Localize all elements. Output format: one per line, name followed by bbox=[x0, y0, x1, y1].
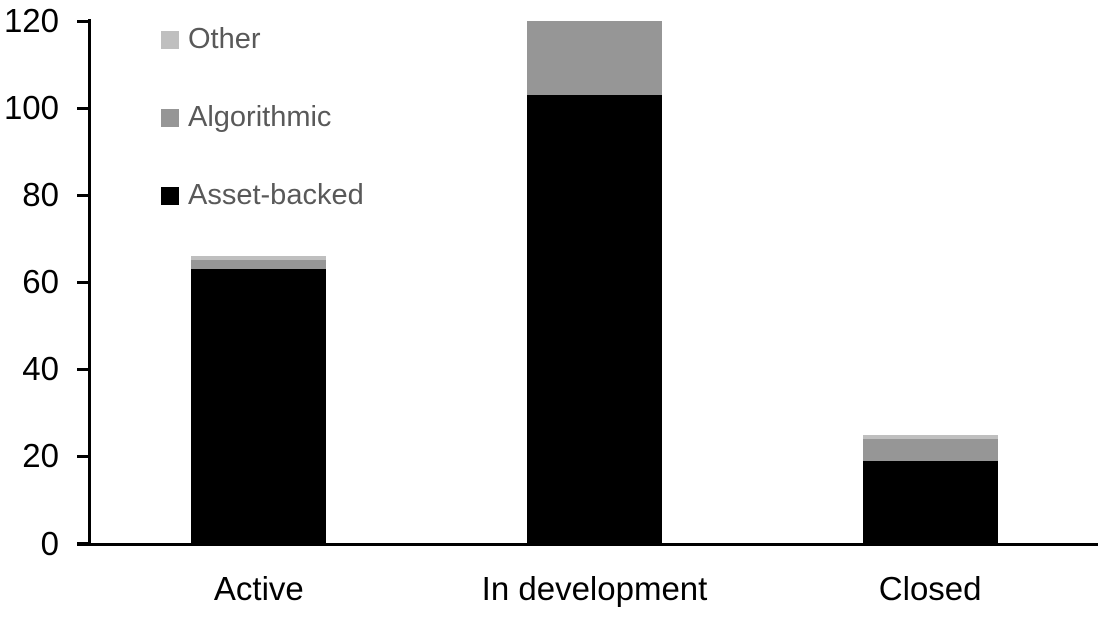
bar-segment-closed-other bbox=[862, 434, 998, 439]
y-tick-mark-100 bbox=[77, 106, 89, 110]
legend-swatch-algorithmic-icon bbox=[161, 108, 179, 127]
y-tick-mark-60 bbox=[77, 280, 89, 284]
y-tick-mark-0 bbox=[77, 542, 89, 545]
legend-label-other: Other bbox=[188, 23, 261, 55]
legend: Other Algorithmic Asset-backed bbox=[161, 25, 364, 210]
legend-item-asset-backed: Asset-backed bbox=[161, 181, 364, 210]
y-tick-label-40: 40 bbox=[22, 350, 59, 388]
legend-swatch-other-icon bbox=[161, 30, 179, 49]
y-axis-line bbox=[88, 19, 91, 546]
bar-segment-active-algorithmic bbox=[191, 260, 327, 270]
category-label-active: Active bbox=[213, 570, 304, 607]
legend-label-algorithmic: Algorithmic bbox=[188, 101, 332, 133]
y-tick-label-100: 100 bbox=[3, 89, 59, 127]
legend-swatch-asset-backed-icon bbox=[161, 186, 179, 205]
category-label-in-development: In development bbox=[481, 570, 708, 607]
y-tick-label-60: 60 bbox=[22, 263, 59, 301]
bar-segment-closed-algorithmic bbox=[862, 439, 998, 461]
y-tick-label-20: 20 bbox=[22, 437, 59, 475]
bar-segment-closed-asset-backed bbox=[862, 460, 998, 544]
x-axis-line bbox=[77, 543, 1098, 546]
y-tick-mark-120 bbox=[77, 19, 89, 23]
bar-segment-in-development-asset-backed bbox=[527, 95, 662, 544]
y-tick-mark-80 bbox=[77, 193, 89, 197]
legend-label-asset-backed: Asset-backed bbox=[188, 179, 364, 211]
legend-item-algorithmic: Algorithmic bbox=[161, 103, 364, 132]
bar-segment-in-development-algorithmic bbox=[527, 21, 662, 96]
y-tick-label-120: 120 bbox=[3, 2, 59, 39]
bar-segment-active-asset-backed bbox=[191, 269, 327, 544]
y-tick-label-0: 0 bbox=[40, 524, 59, 562]
y-tick-label-80: 80 bbox=[22, 176, 59, 214]
bar-segment-active-other bbox=[191, 256, 327, 261]
category-label-closed: Closed bbox=[878, 570, 982, 607]
y-tick-mark-20 bbox=[77, 454, 89, 458]
legend-item-other: Other bbox=[161, 25, 364, 54]
y-tick-mark-40 bbox=[77, 367, 89, 371]
